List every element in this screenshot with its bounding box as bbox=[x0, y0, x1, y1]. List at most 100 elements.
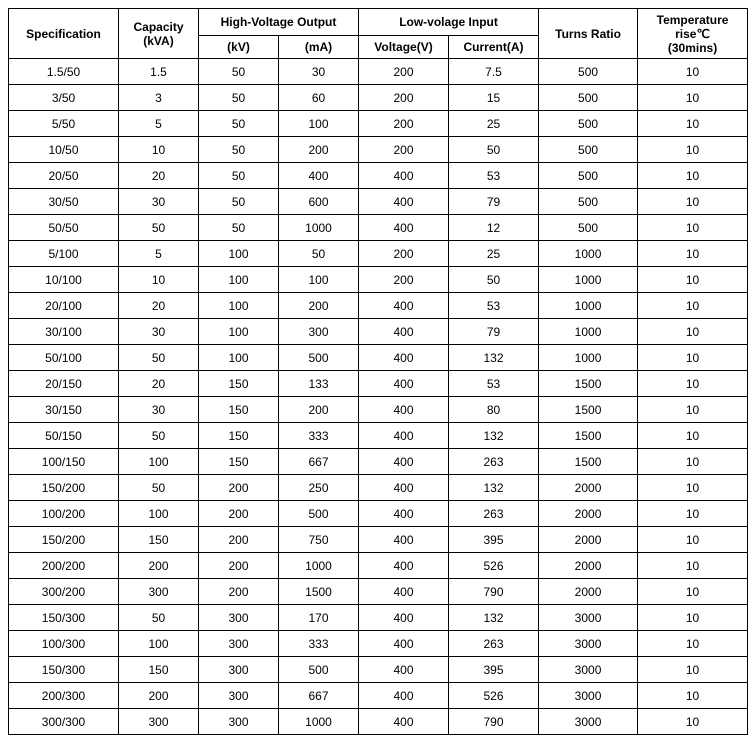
cell-turns: 1500 bbox=[539, 423, 638, 449]
cell-ma: 50 bbox=[279, 241, 359, 267]
cell-current: 526 bbox=[449, 683, 539, 709]
cell-ma: 333 bbox=[279, 631, 359, 657]
cell-capacity: 5 bbox=[119, 241, 199, 267]
cell-turns: 500 bbox=[539, 111, 638, 137]
cell-temp: 10 bbox=[638, 59, 748, 85]
cell-turns: 1500 bbox=[539, 397, 638, 423]
cell-capacity: 20 bbox=[119, 163, 199, 189]
cell-temp: 10 bbox=[638, 345, 748, 371]
table-row: 5/505501002002550010 bbox=[9, 111, 748, 137]
cell-spec: 100/300 bbox=[9, 631, 119, 657]
cell-turns: 3000 bbox=[539, 605, 638, 631]
cell-kv: 150 bbox=[199, 423, 279, 449]
cell-temp: 10 bbox=[638, 501, 748, 527]
cell-voltage: 400 bbox=[359, 397, 449, 423]
table-body: 1.5/501.550302007.5500103/50350602001550… bbox=[9, 59, 748, 735]
cell-ma: 100 bbox=[279, 111, 359, 137]
cell-capacity: 10 bbox=[119, 137, 199, 163]
cell-spec: 3/50 bbox=[9, 85, 119, 111]
cell-ma: 1500 bbox=[279, 579, 359, 605]
cell-capacity: 5 bbox=[119, 111, 199, 137]
cell-kv: 200 bbox=[199, 553, 279, 579]
temp-line2: rise℃ bbox=[675, 27, 710, 41]
cell-voltage: 400 bbox=[359, 293, 449, 319]
cell-turns: 1000 bbox=[539, 267, 638, 293]
cell-kv: 100 bbox=[199, 319, 279, 345]
cell-current: 132 bbox=[449, 345, 539, 371]
cell-ma: 133 bbox=[279, 371, 359, 397]
cell-ma: 500 bbox=[279, 657, 359, 683]
cell-voltage: 400 bbox=[359, 163, 449, 189]
cell-turns: 1000 bbox=[539, 293, 638, 319]
cell-spec: 5/100 bbox=[9, 241, 119, 267]
cell-ma: 200 bbox=[279, 397, 359, 423]
cell-ma: 60 bbox=[279, 85, 359, 111]
cell-voltage: 200 bbox=[359, 137, 449, 163]
cell-temp: 10 bbox=[638, 319, 748, 345]
capacity-line2: (kVA) bbox=[143, 34, 173, 48]
cell-turns: 2000 bbox=[539, 475, 638, 501]
cell-current: 50 bbox=[449, 137, 539, 163]
table-row: 20/5020504004005350010 bbox=[9, 163, 748, 189]
cell-ma: 1000 bbox=[279, 709, 359, 735]
cell-spec: 200/300 bbox=[9, 683, 119, 709]
cell-current: 53 bbox=[449, 371, 539, 397]
cell-spec: 20/100 bbox=[9, 293, 119, 319]
cell-voltage: 400 bbox=[359, 423, 449, 449]
cell-current: 79 bbox=[449, 319, 539, 345]
cell-spec: 10/50 bbox=[9, 137, 119, 163]
cell-temp: 10 bbox=[638, 111, 748, 137]
cell-voltage: 400 bbox=[359, 501, 449, 527]
cell-turns: 1000 bbox=[539, 319, 638, 345]
cell-spec: 50/100 bbox=[9, 345, 119, 371]
cell-temp: 10 bbox=[638, 293, 748, 319]
cell-current: 12 bbox=[449, 215, 539, 241]
col-header-kv: (kV) bbox=[199, 36, 279, 59]
cell-kv: 300 bbox=[199, 605, 279, 631]
cell-ma: 170 bbox=[279, 605, 359, 631]
cell-kv: 150 bbox=[199, 397, 279, 423]
cell-temp: 10 bbox=[638, 475, 748, 501]
cell-current: 132 bbox=[449, 423, 539, 449]
cell-current: 132 bbox=[449, 605, 539, 631]
cell-ma: 400 bbox=[279, 163, 359, 189]
table-row: 50/10050100500400132100010 bbox=[9, 345, 748, 371]
cell-spec: 100/150 bbox=[9, 449, 119, 475]
cell-turns: 2000 bbox=[539, 553, 638, 579]
cell-voltage: 200 bbox=[359, 85, 449, 111]
cell-temp: 10 bbox=[638, 215, 748, 241]
cell-capacity: 300 bbox=[119, 709, 199, 735]
table-row: 30/1003010030040079100010 bbox=[9, 319, 748, 345]
cell-current: 790 bbox=[449, 579, 539, 605]
cell-kv: 300 bbox=[199, 631, 279, 657]
cell-capacity: 20 bbox=[119, 293, 199, 319]
cell-spec: 20/150 bbox=[9, 371, 119, 397]
cell-ma: 600 bbox=[279, 189, 359, 215]
col-header-voltage: Voltage(V) bbox=[359, 36, 449, 59]
cell-temp: 10 bbox=[638, 631, 748, 657]
cell-spec: 300/200 bbox=[9, 579, 119, 605]
cell-voltage: 400 bbox=[359, 709, 449, 735]
cell-spec: 50/150 bbox=[9, 423, 119, 449]
cell-spec: 5/50 bbox=[9, 111, 119, 137]
cell-capacity: 30 bbox=[119, 397, 199, 423]
cell-capacity: 300 bbox=[119, 579, 199, 605]
cell-spec: 10/100 bbox=[9, 267, 119, 293]
cell-temp: 10 bbox=[638, 371, 748, 397]
cell-current: 53 bbox=[449, 293, 539, 319]
cell-temp: 10 bbox=[638, 85, 748, 111]
cell-capacity: 1.5 bbox=[119, 59, 199, 85]
cell-capacity: 200 bbox=[119, 553, 199, 579]
cell-current: 7.5 bbox=[449, 59, 539, 85]
cell-current: 25 bbox=[449, 241, 539, 267]
col-group-low-voltage: Low-volage Input bbox=[359, 9, 539, 36]
cell-capacity: 100 bbox=[119, 631, 199, 657]
capacity-line1: Capacity bbox=[133, 20, 183, 34]
cell-ma: 500 bbox=[279, 501, 359, 527]
col-header-ma: (mA) bbox=[279, 36, 359, 59]
cell-temp: 10 bbox=[638, 683, 748, 709]
cell-spec: 30/50 bbox=[9, 189, 119, 215]
cell-turns: 500 bbox=[539, 215, 638, 241]
cell-kv: 50 bbox=[199, 137, 279, 163]
cell-capacity: 150 bbox=[119, 527, 199, 553]
